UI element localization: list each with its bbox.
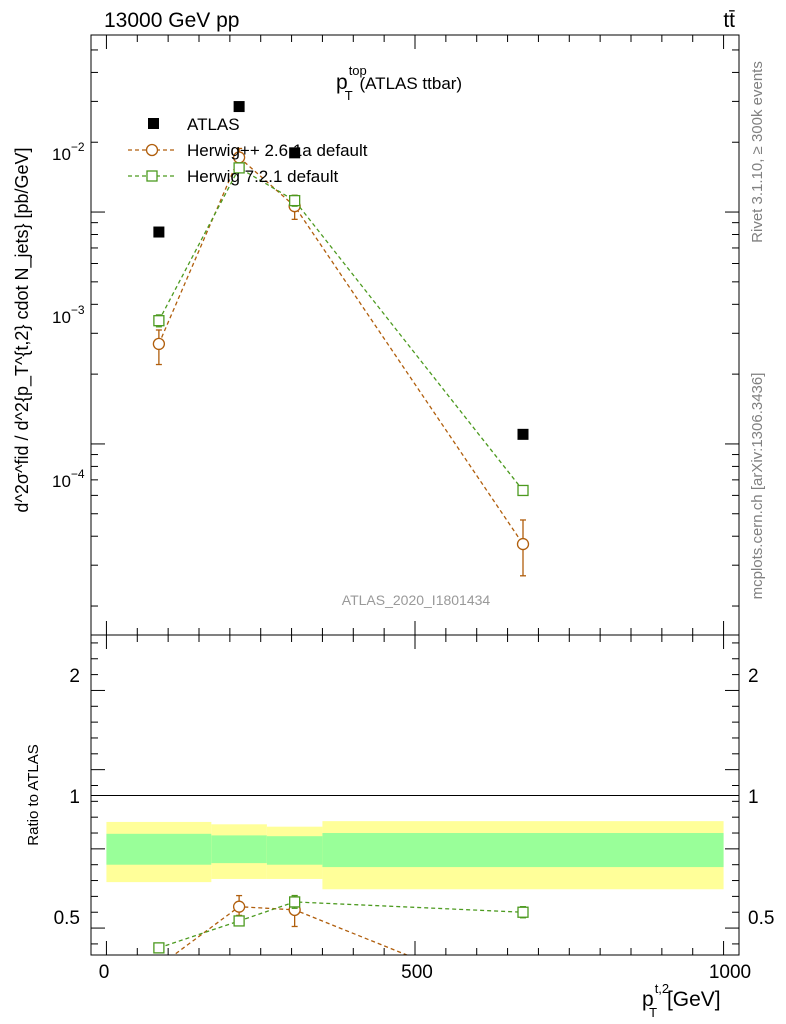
main-point-atlas-2 [289, 147, 301, 159]
main-point-atlas-1 [233, 101, 245, 113]
main-line-herwig-7-2-1-default [158, 166, 524, 491]
y-tick-label-1e-2: 10−2 [52, 140, 85, 164]
plot-title-sup: top [349, 63, 367, 78]
ratio-line-herwig-2-6-1a-default [172, 906, 409, 955]
ratio-point-herwig-2-6-1a-default-3 [518, 996, 529, 1007]
ratio-band-green-3 [322, 833, 724, 868]
main-point-herwig-7-2-1-default-1 [233, 162, 245, 174]
y-tick-label-1e-2-base: 10 [52, 145, 71, 164]
axis-ticks [91, 35, 739, 955]
ratio-y-tick-label-2-left: 2 [69, 666, 80, 687]
ratio-point-herwig-7-2-1-default-2 [289, 896, 301, 908]
rivet-version-label: Rivet 3.1.10, ≥ 300k events [749, 61, 766, 243]
legend-marker-atlas [148, 118, 159, 129]
main-y-tick-labels: 10−2 10−3 10−4 [52, 140, 85, 491]
y-tick-label-1e-3: 10−3 [52, 303, 85, 327]
main-line-herwig-2-6-1a-default [158, 156, 524, 545]
ratio-y-tick-label-1-left: 1 [69, 787, 80, 808]
ratio-line-herwig-7-2-1-default [158, 901, 524, 949]
ratio-point-herwig-7-2-1-default-3 [517, 906, 529, 918]
ratio-y-axis-label: Ratio to ATLAS [25, 744, 42, 845]
main-point-herwig-7-2-1-default-0 [153, 315, 165, 327]
legend-label-atlas: ATLAS [187, 115, 240, 134]
main-point-herwig-2-6-1a-default-3 [516, 537, 530, 551]
main-point-atlas-3 [517, 428, 529, 440]
legend-entry-atlas: ATLAS [148, 115, 240, 134]
main-point-herwig-2-6-1a-default-0 [152, 337, 166, 351]
y-tick-label-1e-4-base: 10 [52, 472, 71, 491]
x-axis-label-main: p [642, 988, 654, 1011]
ratio-y-tick-label-2-right: 2 [748, 666, 759, 687]
ratio-point-herwig-7-2-1-default-0 [153, 942, 165, 954]
x-tick-labels: 0 500 1000 [99, 962, 751, 983]
x-axis-label-sup: t,2 [655, 981, 669, 996]
legend-label-herwig7: Herwig 7.2.1 default [187, 167, 338, 186]
ratio-series [153, 894, 529, 1007]
y-tick-label-1e-3-base: 10 [52, 308, 71, 327]
x-axis-label-suffix: [GeV] [661, 988, 721, 1011]
ratio-y-tick-label-05-right: 0.5 [748, 908, 774, 929]
ratio-y-tick-labels: 2 1 0.5 2 1 0.5 [54, 666, 775, 929]
main-y-axis-label: d^2σ^fid / d^2{p_T^{t,2} cdot N_jets} [p… [12, 147, 33, 512]
x-axis-label-sub: T [649, 1005, 657, 1020]
x-axis-label: pt,2 T [GeV] [642, 981, 721, 1020]
ratio-band-green-1 [211, 835, 267, 864]
legend: ATLAS Herwig++ 2.6.1a default Herwig 7.2… [128, 115, 368, 186]
ratio-y-tick-label-1-right: 1 [748, 787, 759, 808]
legend-label-herwigpp: Herwig++ 2.6.1a default [187, 141, 368, 160]
main-series [152, 101, 530, 577]
x-tick-label-1000: 1000 [709, 962, 751, 983]
y-tick-label-1e-3-exp: −3 [71, 303, 85, 317]
ratio-y-tick-label-05-left: 0.5 [54, 908, 80, 929]
ratio-point-herwig-7-2-1-default-1 [233, 915, 245, 927]
mcplots-label: mcplots.cern.ch [arXiv:1306.3436] [749, 373, 766, 600]
y-tick-label-1e-4: 10−4 [52, 467, 85, 491]
legend-entry-herwigpp: Herwig++ 2.6.1a default [128, 141, 368, 160]
plot-title-main: p [336, 71, 348, 94]
main-point-herwig-7-2-1-default-2 [289, 194, 301, 207]
legend-entry-herwig7: Herwig 7.2.1 default [128, 167, 338, 186]
y-tick-label-1e-2-exp: −2 [71, 140, 85, 154]
plot-title-suffix: (ATLAS ttbar) [355, 74, 462, 93]
legend-marker-herwig7 [146, 170, 158, 182]
main-point-herwig-7-2-1-default-3 [517, 484, 529, 497]
plot-title: ptop T (ATLAS ttbar) [336, 63, 462, 103]
ratio-point-herwig-2-6-1a-default-1 [232, 900, 246, 913]
x-tick-label-500: 500 [401, 962, 433, 983]
ratio-band-green-0 [106, 833, 212, 865]
ratio-band-green-2 [266, 836, 323, 865]
main-point-atlas-0 [153, 226, 165, 238]
y-tick-label-1e-4-exp: −4 [71, 467, 85, 481]
ratio-uncertainty-bands [106, 821, 724, 890]
header-process-label: tt̄ [723, 9, 735, 32]
legend-marker-herwigpp [145, 143, 159, 157]
header-energy-label: 13000 GeV pp [104, 9, 239, 32]
plot-title-sub: T [345, 88, 353, 103]
analysis-watermark: ATLAS_2020_I1801434 [342, 592, 491, 608]
x-tick-label-0: 0 [99, 962, 110, 983]
ratio-point-herwig-2-6-1a-default-0 [153, 961, 164, 972]
